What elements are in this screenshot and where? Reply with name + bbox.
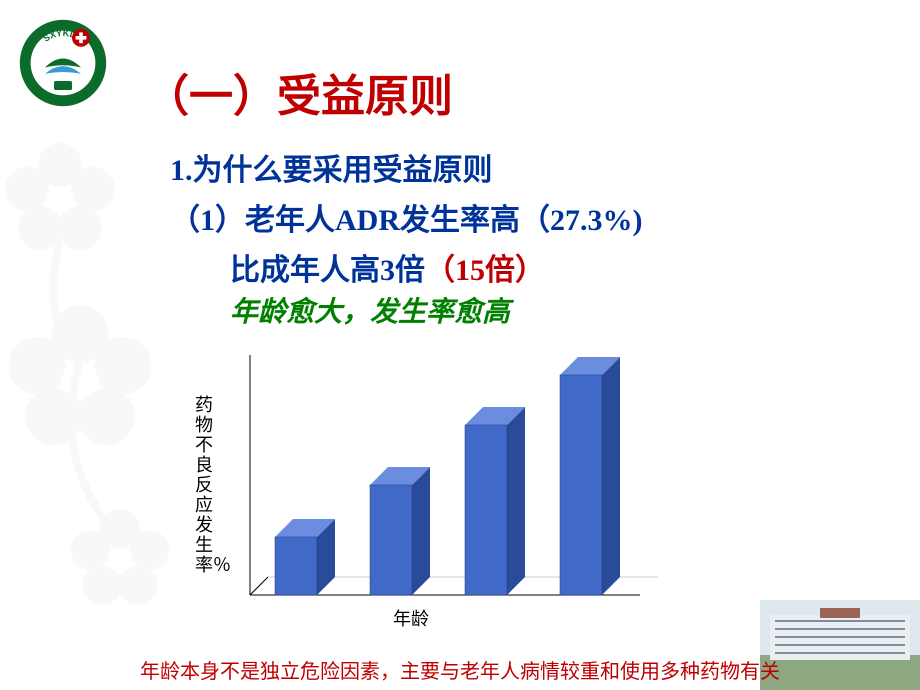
section-title: （一）受益原则 <box>145 60 453 124</box>
italic-note-text: 年龄愈大，发生率愈高 <box>230 297 510 328</box>
footer-note: 年龄本身不是独立危险因素，主要与老年人病情较重和使用多种药物有关 <box>140 655 780 684</box>
heading-1: 1.为什么要采用受益原则 <box>170 145 493 189</box>
heading-1-text: 1.为什么要采用受益原则 <box>170 154 493 187</box>
point-1: （1）老年人ADR发生率高（27.3%) <box>170 195 643 239</box>
point-1-sub: 比成年人高3倍（15倍） <box>230 245 545 289</box>
italic-note: 年龄愈大，发生率愈高 <box>230 290 510 330</box>
chart-x-axis-label: 年龄 <box>393 605 429 631</box>
point-1-sub-b: （15倍） <box>425 254 545 287</box>
chart-y-axis-label: 药物不良反应发生率％ <box>195 395 213 575</box>
title-text: （一）受益原则 <box>145 72 453 121</box>
adr-bar-chart <box>0 0 920 690</box>
footer-note-text: 年龄本身不是独立危险因素，主要与老年人病情较重和使用多种药物有关 <box>140 661 780 683</box>
point-1-text: （1）老年人ADR发生率高（27.3%) <box>170 204 643 237</box>
university-logo: SXYKDX <box>18 18 108 108</box>
point-1-sub-a: 比成年人高3倍 <box>230 254 425 287</box>
